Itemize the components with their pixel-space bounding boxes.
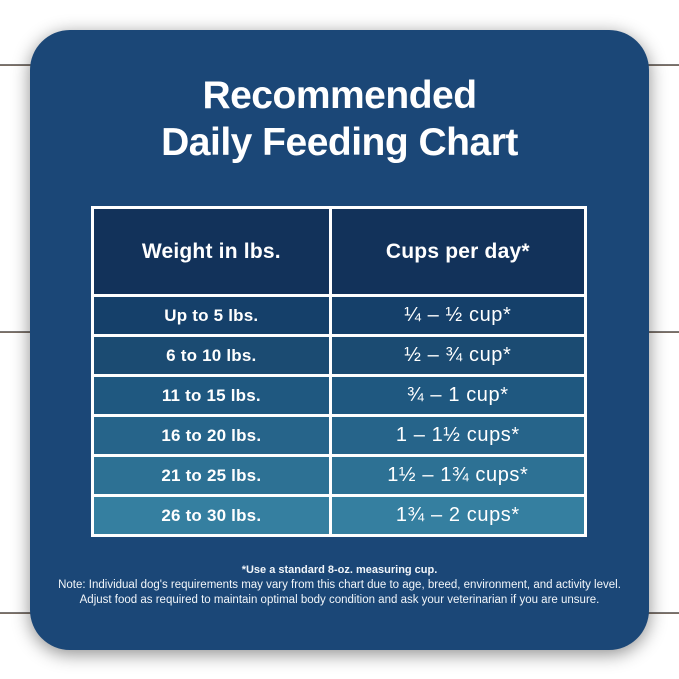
- feeding-card: Recommended Daily Feeding Chart Weight i…: [30, 30, 649, 650]
- footnote-note-line: Note: Individual dog's requirements may …: [58, 579, 621, 591]
- footnote-adjust-line: Adjust food as required to maintain opti…: [79, 594, 600, 606]
- footnotes: *Use a standard 8-oz. measuring cup. Not…: [30, 563, 649, 608]
- table-row: 16 to 20 lbs. 1 – 1½ cups*: [91, 414, 588, 457]
- weight-cell: 16 to 20 lbs.: [91, 414, 332, 457]
- table-header-row: Weight in lbs. Cups per day*: [91, 206, 588, 297]
- cups-cell: ¾ – 1 cup*: [328, 374, 588, 417]
- weight-cell: 21 to 25 lbs.: [91, 454, 332, 497]
- table-row: 11 to 15 lbs. ¾ – 1 cup*: [91, 374, 588, 417]
- weight-cell: 6 to 10 lbs.: [91, 334, 332, 377]
- feeding-table: Weight in lbs. Cups per day* Up to 5 lbs…: [91, 206, 588, 537]
- page-title: Recommended Daily Feeding Chart: [30, 72, 649, 166]
- cups-cell: ¼ – ½ cup*: [328, 294, 588, 337]
- table-row: 6 to 10 lbs. ½ – ¾ cup*: [91, 334, 588, 377]
- table-row: 26 to 30 lbs. 1¾ – 2 cups*: [91, 494, 588, 537]
- footnote-measuring-cup: *Use a standard 8-oz. measuring cup.: [241, 564, 438, 576]
- weight-cell: Up to 5 lbs.: [91, 294, 332, 337]
- cups-cell: ½ – ¾ cup*: [328, 334, 588, 377]
- weight-cell: 26 to 30 lbs.: [91, 494, 332, 537]
- weight-cell: 11 to 15 lbs.: [91, 374, 332, 417]
- title-line-2: Daily Feeding Chart: [161, 121, 518, 164]
- column-header-weight: Weight in lbs.: [91, 206, 332, 297]
- table-row: Up to 5 lbs. ¼ – ½ cup*: [91, 294, 588, 337]
- cups-cell: 1¾ – 2 cups*: [328, 494, 588, 537]
- title-line-1: Recommended: [202, 74, 477, 117]
- cups-cell: 1 – 1½ cups*: [328, 414, 588, 457]
- column-header-cups: Cups per day*: [328, 206, 588, 297]
- cups-cell: 1½ – 1¾ cups*: [328, 454, 588, 497]
- table-row: 21 to 25 lbs. 1½ – 1¾ cups*: [91, 454, 588, 497]
